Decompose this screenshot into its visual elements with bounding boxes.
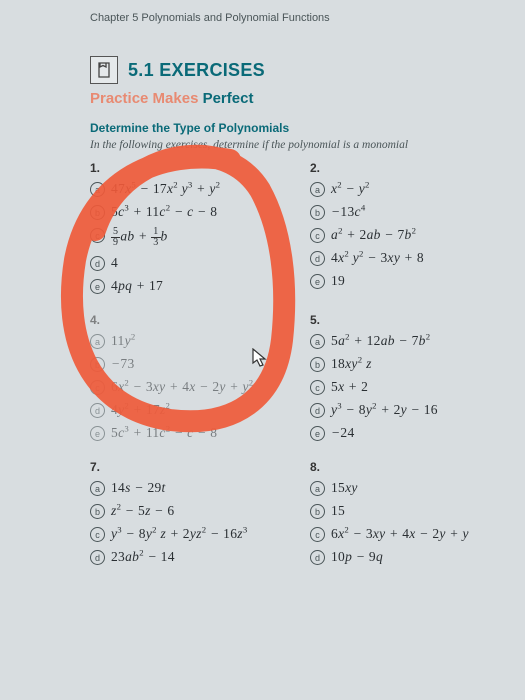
question-number: 2.: [310, 161, 525, 175]
option-letter: c: [310, 380, 325, 395]
option-letter: b: [90, 504, 105, 519]
exercise-page: Chapter 5 Polynomials and Polynomial Fun…: [0, 0, 525, 584]
option-math: 5c3 + 11c2 − c − 8: [111, 204, 217, 220]
option-math: y3 − 8y2 z + 2yz2 − 16z3: [111, 526, 248, 542]
subtitle-faded: Practice Makes: [90, 90, 203, 107]
option-math: z2 − 5z − 6: [111, 503, 174, 519]
option-letter: e: [310, 274, 325, 289]
option-math: 14s − 29t: [111, 480, 166, 496]
option-letter: c: [310, 228, 325, 243]
question-2: 2. a x2 − y2 b −13c4 c a2 + 2ab − 7b2 d 4x2 …: [310, 161, 525, 301]
option-math: 4pq + 17: [111, 278, 163, 294]
option-letter: c: [90, 228, 105, 243]
option-math: 4: [111, 255, 118, 271]
option-math: x2 − y2: [331, 181, 370, 197]
option-letter: d: [310, 251, 325, 266]
instruction-text: In the following exercises, determine if…: [90, 139, 525, 151]
option-letter: d: [90, 403, 105, 418]
question-row: 4. a11y2 b−73 c6x2 − 3xy + 4x − 2y + y2 …: [90, 313, 525, 460]
option-letter: b: [90, 357, 105, 372]
option-math: 5x + 2: [331, 379, 368, 395]
option-letter: e: [310, 426, 325, 441]
option-letter: e: [90, 279, 105, 294]
option-letter: a: [310, 182, 325, 197]
subtitle: Practice Makes Perfect: [90, 90, 525, 107]
option-math: 18xy2 z: [331, 356, 372, 372]
option-letter: c: [90, 380, 105, 395]
option-letter: d: [90, 256, 105, 271]
option-math: 5c3 + 11c2 − c − 8: [111, 425, 217, 441]
option-math: −24: [331, 425, 355, 441]
option-letter: a: [90, 182, 105, 197]
question-number: 7.: [90, 460, 310, 474]
option-math: 4y2 + 17z2: [111, 402, 170, 418]
option-letter: a: [90, 334, 105, 349]
question-7: 7. a 14s − 29t b z2 − 5z − 6 c y3 − 8y2 z +…: [90, 460, 310, 572]
option-letter: b: [310, 205, 325, 220]
option-math: 59ab + 13b: [111, 227, 168, 248]
question-number: 5.: [310, 313, 525, 327]
option-letter: e: [90, 426, 105, 441]
option-letter: a: [310, 481, 325, 496]
option-math: 23ab2 − 14: [111, 549, 175, 565]
option-letter: d: [310, 403, 325, 418]
option-letter: b: [310, 504, 325, 519]
option-letter: d: [90, 550, 105, 565]
question-number: 4.: [90, 313, 310, 327]
question-number: 1.: [90, 161, 310, 175]
option-math: y3 − 8y2 + 2y − 16: [331, 402, 438, 418]
option-math: −73: [111, 356, 135, 372]
chapter-title: Chapter 5 Polynomials and Polynomial Fun…: [90, 12, 525, 24]
question-8: 8. a 15xy b 15 c 6x2 − 3xy + 4x − 2y + y d1…: [310, 460, 525, 572]
option-letter: a: [90, 481, 105, 496]
question-number: 8.: [310, 460, 525, 474]
option-letter: d: [310, 550, 325, 565]
option-math: a2 + 2ab − 7b2: [331, 227, 416, 243]
tryit-icon: [90, 56, 118, 84]
option-math: 19: [331, 273, 345, 289]
question-row: 7. a 14s − 29t b z2 − 5z − 6 c y3 − 8y2 z +…: [90, 460, 525, 584]
option-letter: b: [310, 357, 325, 372]
option-math: 47x5 − 17x2 y3 + y2: [111, 181, 220, 197]
question-1: 1. a 47x5 − 17x2 y3 + y2 b 5c3 + 11c2 − c …: [90, 161, 310, 301]
subtitle-dark: Perfect: [203, 90, 254, 107]
option-math: 15: [331, 503, 345, 519]
section-title: 5.1 EXERCISES: [128, 60, 265, 81]
option-letter: a: [310, 334, 325, 349]
option-math: −13c4: [331, 204, 366, 220]
section-header-row: 5.1 EXERCISES: [90, 56, 525, 84]
question-row: 1. a 47x5 − 17x2 y3 + y2 b 5c3 + 11c2 − c …: [90, 161, 525, 313]
option-math: 10p − 9q: [331, 549, 383, 565]
option-math: 6x2 − 3xy + 4x − 2y + y: [331, 526, 469, 542]
group-heading: Determine the Type of Polynomials: [90, 121, 525, 135]
option-math: 6x2 − 3xy + 4x − 2y + y2: [111, 379, 253, 395]
question-4: 4. a11y2 b−73 c6x2 − 3xy + 4x − 2y + y2 …: [90, 313, 310, 448]
option-letter: c: [310, 527, 325, 542]
option-letter: b: [90, 205, 105, 220]
option-letter: c: [90, 527, 105, 542]
option-math: 15xy: [331, 480, 358, 496]
option-math: 4x2 y2 − 3xy + 8: [331, 250, 424, 266]
option-math: 5a2 + 12ab − 7b2: [331, 333, 430, 349]
question-5: 5. a 5a2 + 12ab − 7b2 b 18xy2 z c 5x + 2 dy…: [310, 313, 525, 448]
option-math: 11y2: [111, 333, 136, 349]
